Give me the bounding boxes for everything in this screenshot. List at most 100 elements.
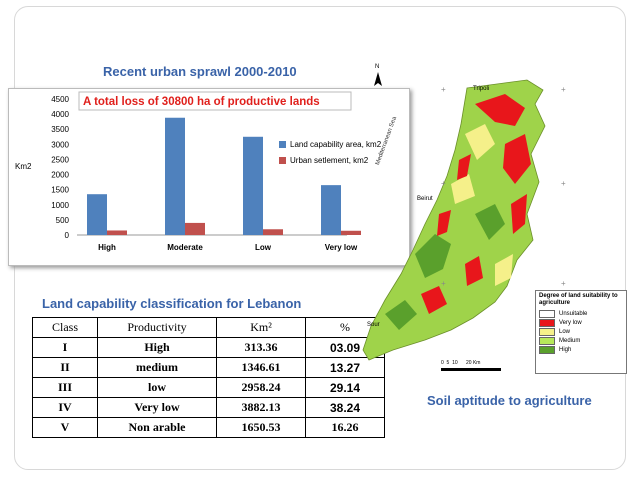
cell-percent: 16.26 <box>305 417 385 438</box>
y-tick-label: 4000 <box>51 110 69 119</box>
cell-productivity: High <box>97 337 217 358</box>
lebanon-land <box>362 79 546 361</box>
cell-productivity: Non arable <box>97 417 217 438</box>
y-tick-label: 2500 <box>51 155 69 164</box>
cell-productivity: Very low <box>97 397 217 418</box>
bar-land-capability <box>87 194 107 235</box>
legend-label: Low <box>559 328 571 335</box>
very-low-zone <box>475 94 525 126</box>
cell-km2: 1346.61 <box>216 357 306 378</box>
cell-km2: 313.36 <box>216 337 306 358</box>
y-tick-label: 4500 <box>51 95 69 104</box>
map-legend: Degree of land suitability to agricultur… <box>535 290 627 374</box>
legend-label: Very low <box>559 319 582 326</box>
chart-annotation: A total loss of 30800 ha of productive l… <box>83 96 320 108</box>
y-tick-label: 0 <box>65 231 70 240</box>
table-title: Land capability classification for Leban… <box>42 296 302 311</box>
low-zone <box>495 254 513 286</box>
bar-land-capability <box>321 185 341 235</box>
table-row: V Non arable 1650.53 16.26 <box>32 417 385 438</box>
legend-item: Medium <box>539 336 626 345</box>
header-km2: Km² <box>216 317 306 338</box>
bar-chart-svg: 0 500 1000 1500 2000 2500 3000 3500 4000 4500 Km2 H… <box>15 91 382 252</box>
high-zone <box>385 300 417 330</box>
legend-label: Urban setlement, km2 <box>290 156 369 165</box>
legend-swatch <box>279 141 286 148</box>
legend-swatch <box>539 327 555 336</box>
high-zone <box>415 234 451 278</box>
grid-cross-icon: + <box>561 279 566 288</box>
cell-productivity: medium <box>97 357 217 378</box>
y-axis-label: Km2 <box>15 162 32 171</box>
bar-urban-settlement <box>263 229 283 235</box>
table-row: IV Very low 3882.13 38.24 <box>32 397 385 418</box>
y-tick-label: 1000 <box>51 201 69 210</box>
cell-km2: 3882.13 <box>216 397 306 418</box>
y-tick-label: 3000 <box>51 140 69 149</box>
north-label: N <box>375 64 380 70</box>
map-svg: + + + + + + <box>362 72 566 371</box>
urban-sprawl-title: Recent urban sprawl 2000-2010 <box>103 64 297 79</box>
legend-item: Very low <box>539 318 626 327</box>
y-tick-label: 2000 <box>51 171 69 180</box>
bar-chart: 0 500 1000 1500 2000 2500 3000 3500 4000 4500 Km2 H… <box>8 88 410 266</box>
cell-class: V <box>32 417 98 438</box>
x-tick-label: High <box>98 243 116 252</box>
lebanon-suitability-map: + + + + + + N Tripoli Beirut Sour Medite… <box>355 64 625 384</box>
very-low-zone <box>503 134 531 184</box>
grid-cross-icon: + <box>561 179 566 188</box>
legend-title: Degree of land suitability to agricultur… <box>539 293 618 306</box>
bar-urban-settlement <box>107 230 127 235</box>
table-row: III low 2958.24 29.14 <box>32 377 385 398</box>
header-class: Class <box>32 317 98 338</box>
cell-km2: 2958.24 <box>216 377 306 398</box>
cell-productivity: low <box>97 377 217 398</box>
table-row: I High 313.36 03.09 <box>32 337 385 358</box>
scale-bar <box>441 368 501 371</box>
grid-cross-icon: + <box>441 179 446 188</box>
tripoli-label: Tripoli <box>473 86 490 92</box>
legend-label: High <box>559 346 572 353</box>
bar-urban-settlement <box>185 222 205 235</box>
cell-km2: 1650.53 <box>216 417 306 438</box>
very-low-zone <box>511 194 527 234</box>
bar-land-capability <box>165 117 185 235</box>
x-tick-label: Moderate <box>167 243 203 252</box>
scale-label: 0 5 10 20 Km <box>441 360 481 366</box>
header-productivity: Productivity <box>97 317 217 338</box>
x-tick-label: Very low <box>325 243 358 252</box>
cell-class: IV <box>32 397 98 418</box>
north-arrow-icon <box>374 72 382 86</box>
very-low-zone <box>465 256 483 286</box>
legend-swatch <box>539 309 555 318</box>
y-tick-label: 500 <box>56 216 70 225</box>
legend-item: Unsuitable <box>539 309 626 318</box>
cell-class: I <box>32 337 98 358</box>
very-low-zone <box>457 154 471 180</box>
sour-label: Sour <box>367 322 380 328</box>
annotation-box <box>78 91 352 111</box>
map-caption: Soil aptitude to agriculture <box>427 393 592 408</box>
low-zone <box>451 174 475 204</box>
legend-swatch <box>539 336 555 345</box>
bar-land-capability <box>243 136 263 235</box>
legend-item: Low <box>539 327 626 336</box>
cell-percent: 38.24 <box>305 397 385 418</box>
table-header-row: Class Productivity Km² % <box>32 317 385 338</box>
x-tick-label: Low <box>255 243 272 252</box>
low-zone <box>465 124 495 160</box>
y-tick-label: 1500 <box>51 186 69 195</box>
grid-cross-icon: + <box>441 279 446 288</box>
beirut-label: Beirut <box>417 196 433 202</box>
grid-cross-icon: + <box>561 85 566 94</box>
bar-urban-settlement <box>341 230 361 235</box>
legend-swatch <box>539 318 555 327</box>
legend-label: Unsuitable <box>559 310 588 317</box>
legend-label: Medium <box>559 337 581 344</box>
table-row: II medium 1346.61 13.27 <box>32 357 385 378</box>
cell-class: II <box>32 357 98 378</box>
legend-item: High <box>539 345 626 354</box>
very-low-zone <box>437 210 451 236</box>
legend-swatch <box>539 345 555 354</box>
land-capability-table: Class Productivity Km² % I High 313.36 0… <box>32 317 385 438</box>
